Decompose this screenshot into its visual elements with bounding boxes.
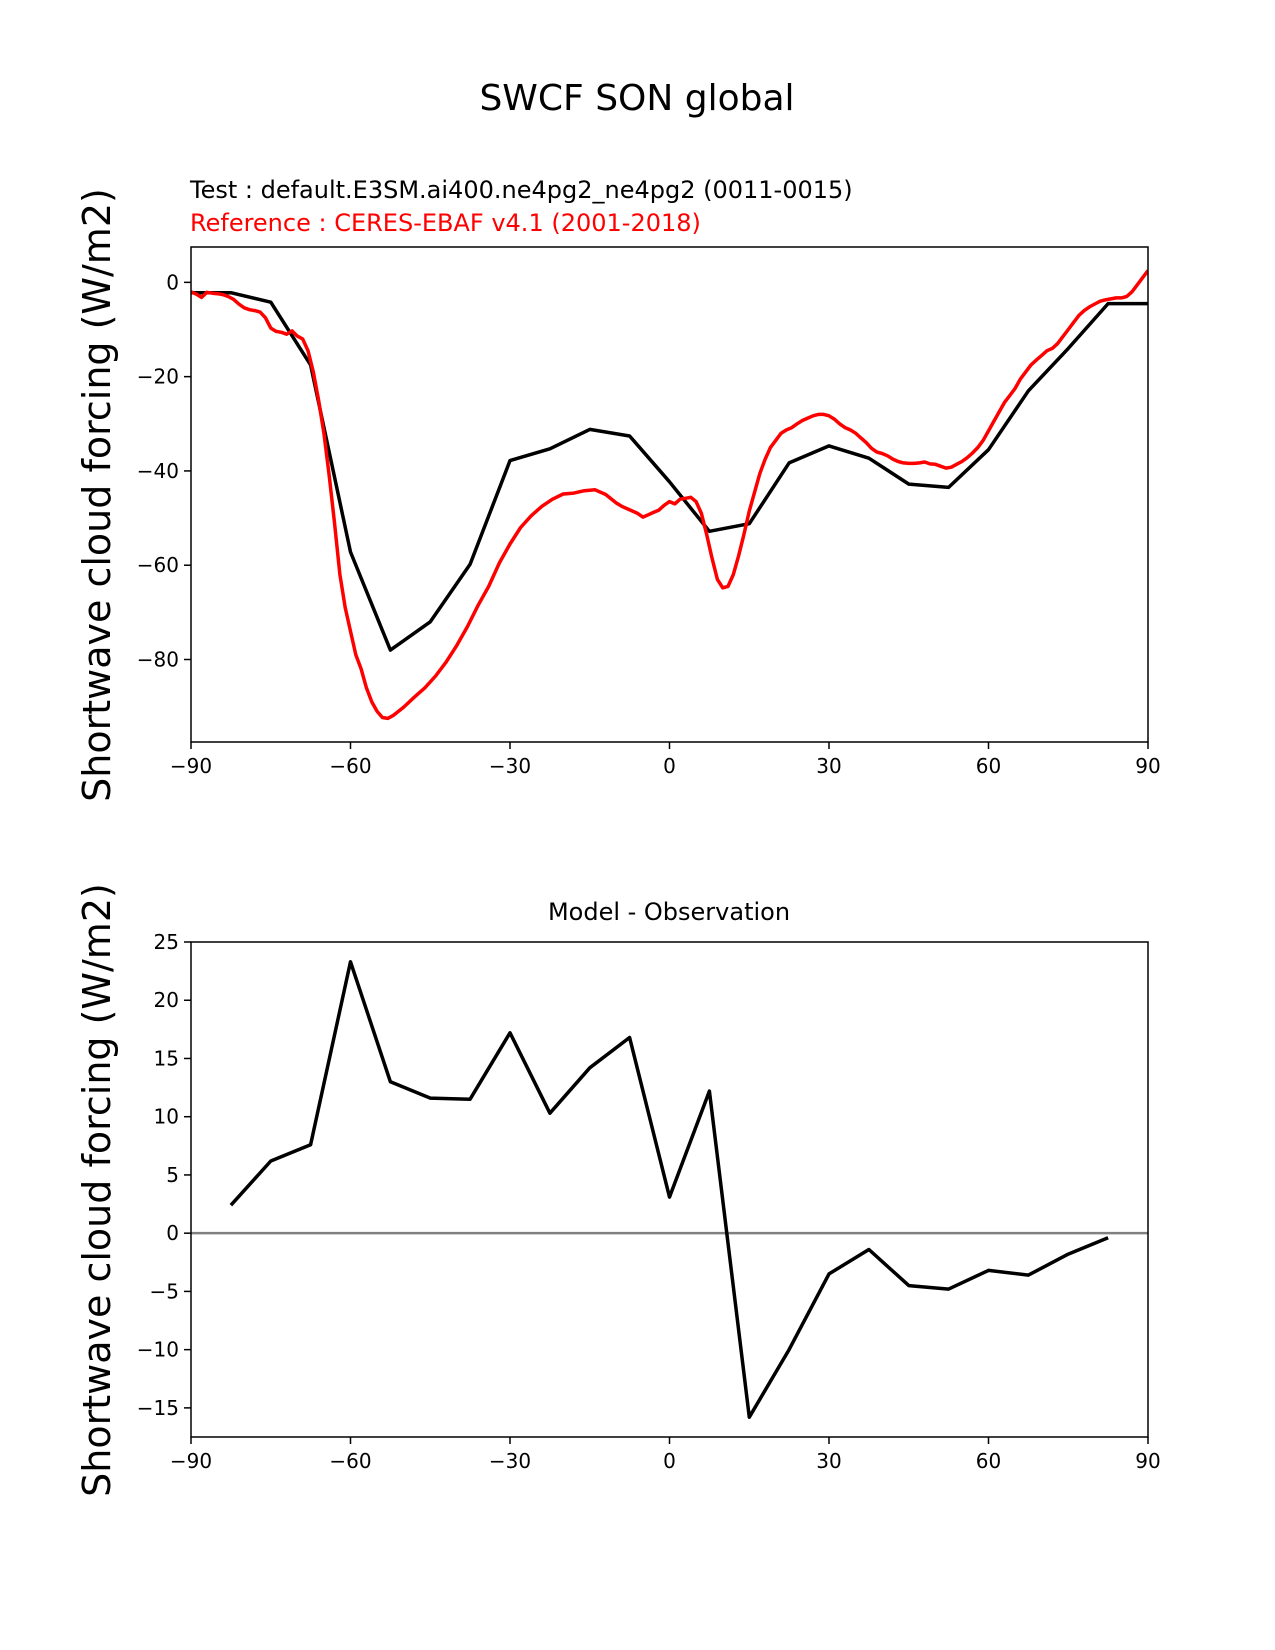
top-series-reference <box>191 269 1148 721</box>
top-x-tick-label: 60 <box>976 754 1001 778</box>
top-y-tick-label: −80 <box>137 648 179 672</box>
bottom-y-tick-label: −15 <box>137 1396 179 1420</box>
bottom-plot-area: −90 −60 −30 0 30 60 90 25 20 15 10 5 0 −5 −10 −15 <box>137 930 1161 1473</box>
bottom-x-tick-label: 0 <box>663 1449 676 1473</box>
bottom-x-tick-label: 30 <box>816 1449 841 1473</box>
top-x-tick-label: −30 <box>489 754 531 778</box>
top-y-tick-label: 0 <box>166 270 179 294</box>
top-subtitle-test: Test : default.E3SM.ai400.ne4pg2_ne4pg2 … <box>189 176 853 204</box>
bottom-x-tick-label: −30 <box>489 1449 531 1473</box>
top-x-tick-label: 0 <box>663 754 676 778</box>
top-y-tick-label: −40 <box>137 459 179 483</box>
top-y-tick-label: −20 <box>137 365 179 389</box>
bottom-y-tick-label: 15 <box>154 1046 179 1070</box>
top-y-axis-label: Shortwave cloud forcing (W/m2) <box>75 188 119 802</box>
bottom-y-tick-label: 25 <box>154 930 179 954</box>
top-panel: Test : default.E3SM.ai400.ne4pg2_ne4pg2 … <box>75 176 1161 802</box>
bottom-x-tick-label: −90 <box>170 1449 212 1473</box>
top-subtitle-reference: Reference : CERES-EBAF v4.1 (2001-2018) <box>190 209 701 237</box>
bottom-y-tick-label: −5 <box>150 1279 179 1303</box>
bottom-series-diff <box>229 960 1109 1419</box>
top-x-tick-label: 30 <box>816 754 841 778</box>
bottom-y-tick-label: 10 <box>154 1105 179 1129</box>
top-series-test <box>191 290 1148 652</box>
bottom-title: Model - Observation <box>548 898 790 926</box>
top-plot-area: −90 −60 −30 0 30 60 90 0 −20 −40 −60 −80 <box>137 246 1161 778</box>
figure-title: SWCF SON global <box>479 78 794 119</box>
top-x-tick-label: 90 <box>1135 754 1160 778</box>
top-x-tick-label: −90 <box>170 754 212 778</box>
bottom-y-tick-label: 20 <box>154 988 179 1012</box>
bottom-x-tick-label: 90 <box>1135 1449 1160 1473</box>
top-x-tick-label: −60 <box>329 754 371 778</box>
bottom-x-tick-label: −60 <box>329 1449 371 1473</box>
bottom-y-tick-label: 0 <box>166 1221 179 1245</box>
bottom-panel: Model - Observation Shortwave cloud forc… <box>75 883 1161 1497</box>
bottom-y-tick-label: 5 <box>166 1163 179 1187</box>
bottom-y-tick-label: −10 <box>137 1338 179 1362</box>
bottom-y-axis-label: Shortwave cloud forcing (W/m2) <box>75 883 119 1497</box>
top-y-tick-label: −60 <box>137 553 179 577</box>
bottom-x-tick-label: 60 <box>976 1449 1001 1473</box>
